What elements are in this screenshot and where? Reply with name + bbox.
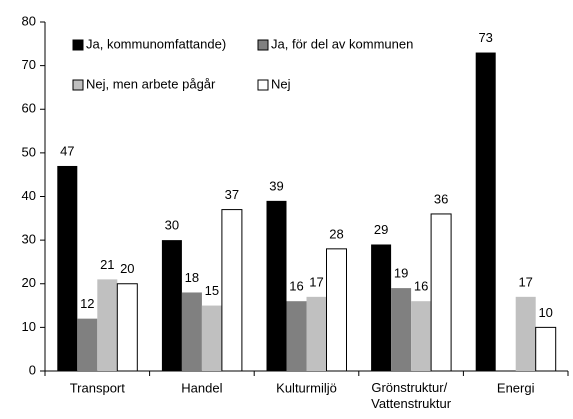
x-tick-label-line: Grönstruktur/ bbox=[371, 380, 450, 395]
x-tick-label: Grönstruktur/ Vattenstruktur bbox=[371, 380, 452, 411]
y-tick-label: 50 bbox=[22, 144, 36, 159]
legend-swatch bbox=[257, 39, 269, 51]
legend-swatch bbox=[72, 79, 84, 91]
value-label: 21 bbox=[100, 257, 114, 272]
y-tick-label: 60 bbox=[22, 101, 36, 116]
value-label: 17 bbox=[309, 274, 323, 289]
y-tick-label: 70 bbox=[22, 57, 36, 72]
bar bbox=[430, 213, 452, 372]
x-tick-label: Handel bbox=[181, 380, 222, 395]
bar bbox=[535, 326, 557, 372]
legend-swatch bbox=[72, 39, 84, 51]
bar bbox=[286, 301, 307, 371]
legend-label: Ja, för del av kommunen bbox=[271, 36, 413, 51]
bar bbox=[97, 279, 118, 371]
bar bbox=[77, 318, 98, 371]
y-tick-label: 40 bbox=[22, 188, 36, 203]
bar bbox=[306, 296, 327, 371]
value-label: 19 bbox=[394, 266, 408, 281]
bar bbox=[266, 200, 287, 371]
y-tick-label: 80 bbox=[22, 13, 36, 28]
x-tick-label: Transport bbox=[70, 380, 126, 395]
value-label: 12 bbox=[80, 296, 94, 311]
value-label: 17 bbox=[518, 274, 532, 289]
value-label: 39 bbox=[269, 178, 283, 193]
value-label: 10 bbox=[538, 305, 552, 320]
bar bbox=[515, 296, 536, 371]
bar bbox=[181, 292, 202, 371]
bar bbox=[391, 288, 412, 371]
y-tick-label: 20 bbox=[22, 275, 36, 290]
legend-label: Ja, kommunomfattande) bbox=[86, 36, 226, 51]
value-label: 16 bbox=[289, 279, 303, 294]
value-label: 73 bbox=[478, 30, 492, 45]
value-label: 15 bbox=[205, 283, 219, 298]
x-tick-label-line: Vattenstruktur bbox=[371, 396, 452, 411]
value-label: 16 bbox=[414, 279, 428, 294]
bar bbox=[221, 209, 243, 372]
legend-swatch bbox=[257, 79, 269, 91]
legend-label: Nej, men arbete pågår bbox=[86, 76, 216, 91]
bar bbox=[411, 301, 432, 371]
y-tick-label: 0 bbox=[29, 362, 36, 377]
value-label: 18 bbox=[185, 270, 199, 285]
y-tick-label: 30 bbox=[22, 232, 36, 247]
bar bbox=[475, 52, 496, 371]
value-label: 28 bbox=[329, 226, 343, 241]
value-label: 29 bbox=[374, 222, 388, 237]
x-tick-label: Energi bbox=[497, 380, 535, 395]
y-tick-label: 10 bbox=[22, 319, 36, 334]
bar bbox=[116, 283, 138, 372]
bar bbox=[161, 240, 182, 371]
value-label: 37 bbox=[225, 187, 239, 202]
value-label: 20 bbox=[120, 261, 134, 276]
bar bbox=[371, 244, 392, 371]
x-tick-label: Kulturmiljö bbox=[276, 380, 337, 395]
legend-label: Nej bbox=[271, 76, 291, 91]
value-label: 47 bbox=[60, 143, 74, 158]
bar bbox=[57, 165, 78, 371]
value-label: 30 bbox=[165, 218, 179, 233]
bar bbox=[326, 248, 347, 372]
bar bbox=[201, 305, 222, 371]
value-label: 36 bbox=[434, 191, 448, 206]
